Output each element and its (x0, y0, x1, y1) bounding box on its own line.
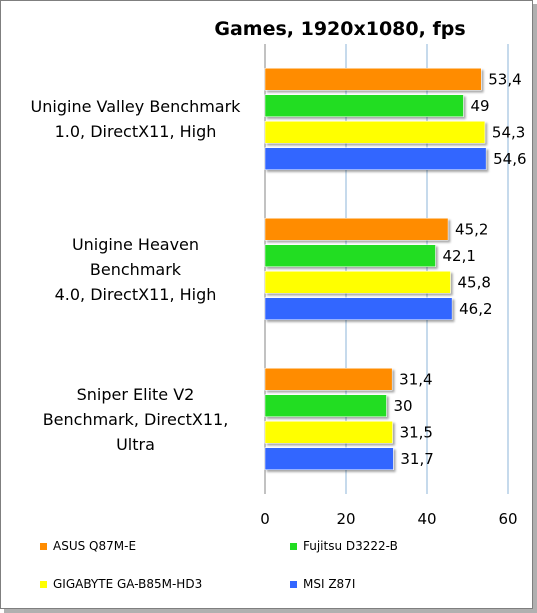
bar (264, 447, 394, 470)
legend-swatch (40, 580, 47, 588)
category-label-line: 1.0, DirectX11, High (54, 122, 217, 141)
bar (264, 147, 487, 170)
legend-item: MSI Z87I (290, 577, 355, 591)
category-label-line: Unigine Heaven (71, 234, 200, 254)
data-label: 31,4 (399, 370, 432, 388)
bar (264, 368, 393, 391)
x-tick-label: 0 (260, 510, 270, 528)
category-label-line: Benchmark (89, 259, 182, 279)
bar (264, 271, 451, 294)
data-label: 42,1 (443, 247, 476, 265)
data-label: 45,8 (457, 273, 490, 291)
data-label: 31,5 (400, 423, 433, 441)
bar (264, 297, 453, 320)
bar (264, 244, 436, 267)
legend-label: MSI Z87I (303, 577, 356, 591)
bar (264, 218, 449, 241)
category-label: Sniper Elite V2 Benchmark, DirectX11, Ultr… (8, 382, 263, 457)
category-label-line: Unigine Valley Benchmark (30, 97, 241, 116)
category-label: Unigine Valley Benchmark 1.0, DirectX11, … (8, 94, 263, 144)
data-label: 49 (470, 97, 489, 115)
legend-swatch (40, 542, 47, 550)
legend-label: GIGABYTE GA-B85M-HD3 (53, 577, 203, 591)
category-label-line: Ultra (116, 434, 155, 454)
legend-label: Fujitsu D3222-B (303, 539, 398, 553)
legend-label: ASUS Q87M-E (53, 539, 137, 553)
legend-item: GIGABYTE GA-B85M-HD3 (40, 577, 202, 591)
data-label: 54,3 (492, 123, 525, 141)
legend-item: ASUS Q87M-E (40, 539, 136, 553)
bar (264, 421, 393, 444)
bar (264, 121, 486, 144)
category-label-line: Sniper Elite V2 (76, 384, 195, 404)
data-label: 31,7 (400, 450, 433, 468)
category-label-line: Benchmark, DirectX11, (42, 409, 229, 429)
legend-swatch (290, 580, 297, 588)
bars (264, 68, 487, 470)
category-label-line: 4.0, DirectX11, High (54, 284, 217, 304)
category-label: Unigine Heaven Benchmark 4.0, DirectX11, H… (8, 232, 263, 307)
gridlines (264, 44, 509, 494)
bar (264, 394, 387, 417)
bar (264, 94, 464, 117)
legend-item: Fujitsu D3222-B (290, 539, 398, 553)
data-label: 54,6 (493, 150, 526, 168)
x-tick-label: 60 (498, 510, 517, 528)
data-label: 45,2 (455, 220, 488, 238)
x-tick-label: 20 (336, 510, 355, 528)
legend-swatch (290, 542, 297, 550)
data-label: 53,4 (488, 70, 521, 88)
bar (264, 68, 482, 91)
x-axis-ticks: 0 20 40 60 (260, 510, 517, 528)
chart-title: Games, 1920x1080, fps (214, 18, 466, 40)
data-label: 46,2 (459, 300, 492, 318)
data-label: 30 (394, 397, 413, 415)
x-tick-label: 40 (417, 510, 436, 528)
